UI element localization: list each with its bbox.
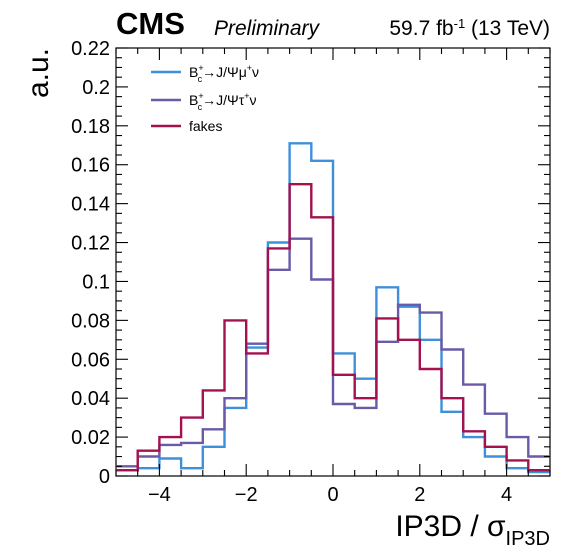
y-tick-label: 0.22	[71, 38, 110, 60]
axis-ticks: −4 −2 0 2 4 0 0.02 0.04 0.06 0.08 0.1 0.12 0.14 0.16 0…	[71, 38, 551, 506]
y-tick-label: 0.14	[71, 194, 110, 216]
lumi-value: 59.7 fb	[389, 17, 453, 40]
x-axis-title-main: IP3D / σ	[395, 510, 506, 543]
y-tick-label: 0	[99, 466, 110, 488]
y-tick-label: 0.12	[71, 233, 110, 255]
y-tick-label: 0.02	[71, 427, 110, 449]
status-label: Preliminary	[214, 17, 321, 40]
histogram-series	[116, 142, 550, 474]
y-tick-label: 0.04	[71, 388, 110, 410]
x-tick-label: 4	[501, 484, 512, 506]
x-axis-title-sub: IP3D	[506, 528, 550, 550]
y-axis-title: a.u.	[22, 48, 55, 98]
lumi-label: 59.7 fb-1 (13 TeV)	[389, 16, 550, 41]
x-tick-label: 0	[327, 484, 338, 506]
x-axis-title: IP3D / σIP3D	[395, 510, 550, 550]
y-tick-label: 0.08	[71, 310, 110, 332]
x-tick-label: −4	[148, 484, 171, 506]
y-tick-label: 0.16	[71, 155, 110, 177]
y-tick-label: 0.1	[82, 271, 110, 293]
energy-value: (13 TeV)	[465, 17, 550, 40]
y-tick-label: 0.2	[82, 77, 110, 99]
legend: B+ c→J/Ψμ+ν B+ c→J/Ψτ+ν fakes	[151, 63, 259, 134]
legend-label-1: B+ c→J/Ψτ+ν	[189, 91, 257, 112]
legend-label-0: B+ c→J/Ψμ+ν	[189, 63, 259, 84]
legend-label-2: fakes	[189, 118, 222, 134]
y-tick-label: 0.18	[71, 116, 110, 138]
x-tick-label: −2	[235, 484, 258, 506]
experiment-label: CMS	[116, 6, 185, 41]
x-tick-label: 2	[414, 484, 425, 506]
lumi-exponent: -1	[454, 16, 466, 31]
histogram-line-series-2	[116, 183, 550, 472]
y-tick-label: 0.06	[71, 349, 110, 371]
